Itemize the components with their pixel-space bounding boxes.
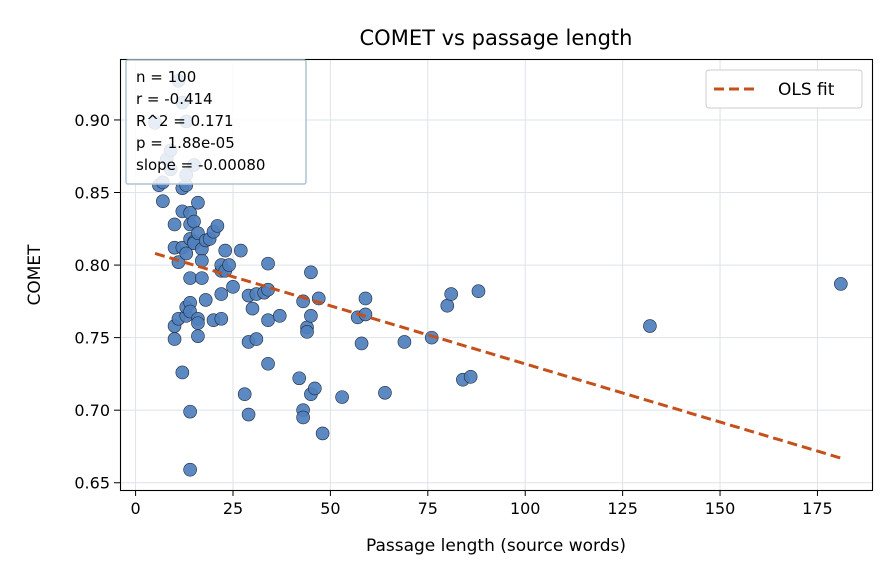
stats-box: n = 100 r = -0.414 R^2 = 0.171 p = 1.88e… xyxy=(125,59,307,185)
x-tick-label: 100 xyxy=(510,499,541,518)
y-tick-label: 0.85 xyxy=(74,184,110,203)
data-point xyxy=(167,217,182,232)
data-point xyxy=(245,301,260,316)
data-point xyxy=(249,332,264,346)
stats-r: r = -0.414 xyxy=(136,90,213,108)
stats-r2: R^2 = 0.171 xyxy=(136,112,234,130)
data-point xyxy=(191,195,205,210)
x-axis-label: Passage length (source words) xyxy=(366,536,626,556)
data-point xyxy=(272,309,287,323)
data-point xyxy=(304,265,318,280)
x-tick-label: 50 xyxy=(320,499,340,518)
y-axis-ticks: 0.65 0.70 0.75 0.80 0.85 0.90 xyxy=(74,111,120,493)
y-tick-label: 0.80 xyxy=(74,256,110,275)
legend-frame xyxy=(705,69,863,109)
data-point xyxy=(187,214,201,229)
data-point xyxy=(198,293,213,307)
data-point xyxy=(300,325,314,339)
fit-line-group xyxy=(154,252,842,460)
data-point xyxy=(471,284,486,298)
data-point xyxy=(233,243,248,258)
data-point xyxy=(643,319,657,333)
y-axis-label: COMET xyxy=(25,244,45,306)
data-point xyxy=(237,387,252,402)
data-point xyxy=(183,271,197,285)
y-tick-label: 0.65 xyxy=(74,474,110,493)
stats-n: n = 100 xyxy=(136,68,196,86)
data-point xyxy=(440,298,455,313)
chart-title: COMET vs passage length xyxy=(360,26,633,50)
data-point xyxy=(222,258,236,272)
data-point xyxy=(191,316,205,330)
data-point xyxy=(296,410,310,425)
data-point xyxy=(261,356,275,371)
data-point xyxy=(214,311,229,326)
data-point xyxy=(195,271,209,285)
x-tick-label: 75 xyxy=(418,499,438,518)
data-point xyxy=(175,365,190,380)
x-tick-label: 125 xyxy=(607,499,638,518)
data-point xyxy=(335,390,349,404)
ols-fit-line xyxy=(154,252,842,460)
stats-p: p = 1.88e-05 xyxy=(136,134,235,152)
data-point xyxy=(308,381,322,396)
data-point xyxy=(218,243,233,258)
legend-fit-label: OLS fit xyxy=(778,80,835,100)
data-point xyxy=(354,336,369,351)
data-point xyxy=(167,332,182,346)
plot-frame xyxy=(119,58,874,492)
data-point xyxy=(304,309,318,323)
data-point xyxy=(444,287,458,301)
stats-slope: slope = -0.00080 xyxy=(136,156,265,174)
data-point xyxy=(226,280,240,294)
y-tick-label: 0.75 xyxy=(74,329,110,348)
data-point xyxy=(214,287,229,301)
legend: OLS fit xyxy=(705,69,863,109)
data-point xyxy=(191,329,205,343)
data-point xyxy=(183,404,197,419)
x-tick-label: 0 xyxy=(130,499,140,518)
data-point xyxy=(183,462,197,477)
y-tick-label: 0.90 xyxy=(74,111,110,130)
data-point xyxy=(195,253,209,268)
stats-box-frame xyxy=(125,59,307,185)
data-point xyxy=(834,277,848,291)
data-point xyxy=(463,370,478,384)
y-tick-label: 0.70 xyxy=(74,401,110,420)
data-point xyxy=(241,407,256,422)
data-point xyxy=(179,246,194,261)
data-point xyxy=(378,385,392,400)
data-point xyxy=(397,335,412,349)
data-point xyxy=(358,291,373,306)
data-point xyxy=(156,194,170,209)
x-tick-label: 25 xyxy=(223,499,243,518)
data-point xyxy=(292,371,307,386)
x-tick-label: 150 xyxy=(705,499,736,518)
data-point xyxy=(261,313,275,328)
data-point xyxy=(261,256,275,271)
x-axis-ticks: 0 25 50 75 100 125 150 175 xyxy=(130,490,833,518)
data-point xyxy=(210,219,225,233)
data-point xyxy=(315,426,330,441)
data-points xyxy=(148,73,848,477)
x-tick-label: 175 xyxy=(802,499,833,518)
